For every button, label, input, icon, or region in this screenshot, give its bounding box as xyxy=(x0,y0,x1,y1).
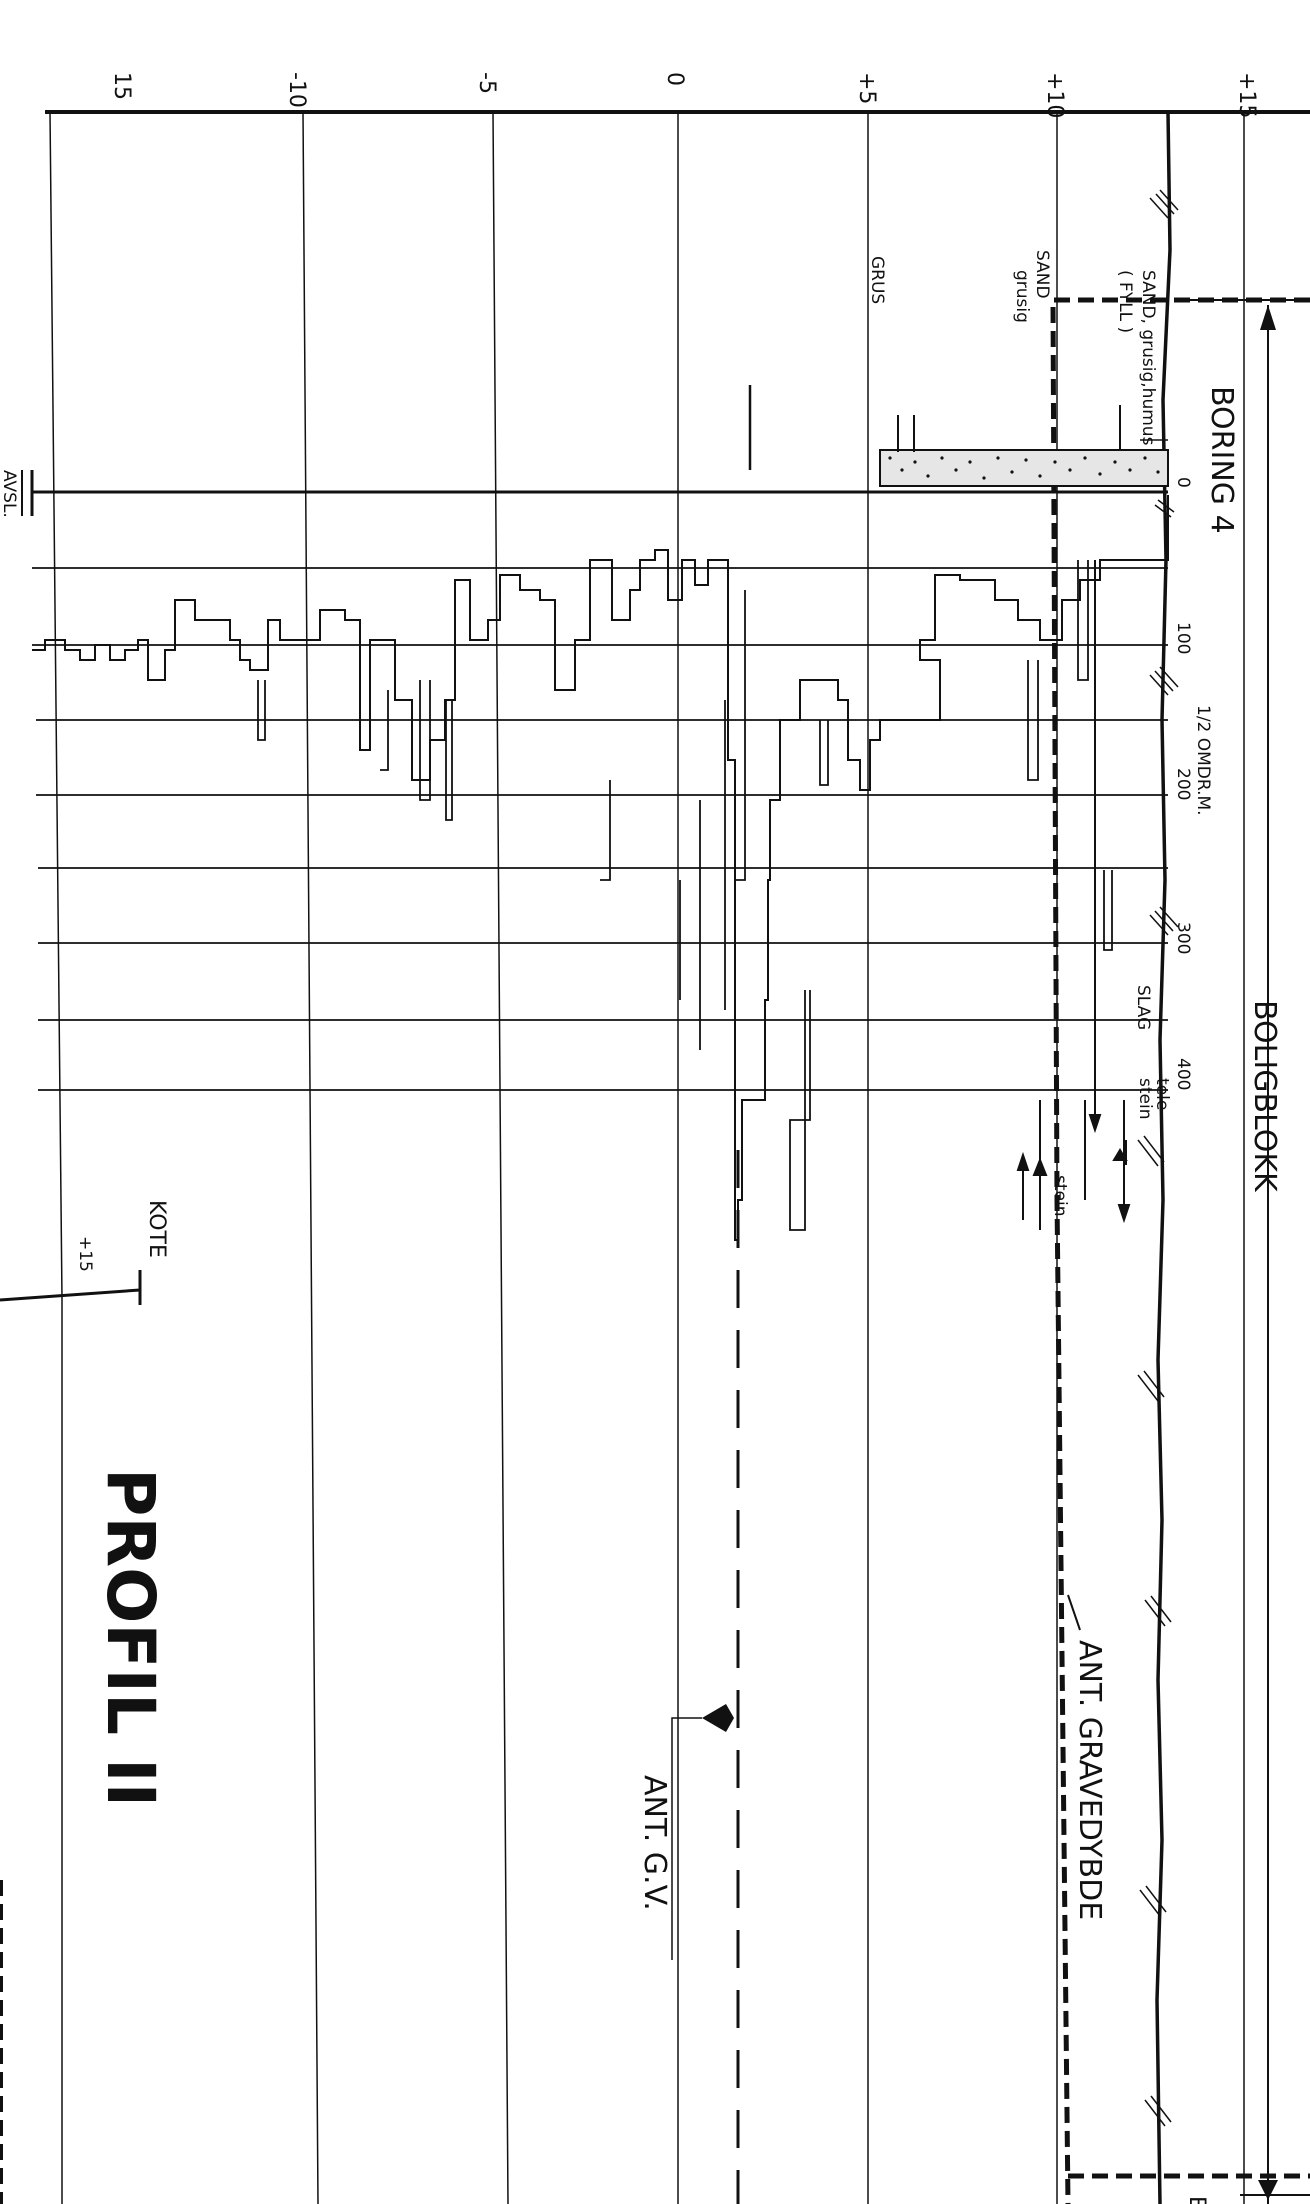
axis-tick: 200 xyxy=(1173,768,1193,800)
scale-tick-label: +5 xyxy=(854,72,879,104)
soil-label: stein xyxy=(1135,1078,1155,1119)
grid-line xyxy=(49,111,63,1301)
dig-depth-label: ANT. GRAVEDYBDE xyxy=(1072,1640,1107,1920)
kote-scale xyxy=(0,1270,142,2204)
soil-label: SAND, grusig,humus xyxy=(1138,270,1158,446)
terrain-line xyxy=(1155,111,1172,2204)
trace-spikes xyxy=(257,560,1113,1231)
soil-label: SLAG xyxy=(1133,985,1153,1030)
arrowhead-top xyxy=(1260,305,1276,330)
soil-label: tele xyxy=(1152,1078,1172,1110)
corner-letter: B xyxy=(1184,2196,1209,2204)
axis-label: 1/2 OMDR.M. xyxy=(1193,705,1213,816)
axis-tick: 400 xyxy=(1173,1058,1193,1090)
elevation-grid xyxy=(45,110,1310,2204)
stop-mark xyxy=(21,470,34,516)
boring-axis-lines xyxy=(32,490,1168,1091)
grid-line xyxy=(492,111,509,2204)
soil-label: grusig xyxy=(1012,270,1032,323)
dig-depth-leader xyxy=(1067,1594,1081,1631)
axis-tick: 0 xyxy=(1173,477,1193,488)
soil-label: stein xyxy=(1050,1175,1070,1216)
profile-title: PROFIL II xyxy=(92,1468,169,1807)
groundwater-marker xyxy=(702,1704,734,1732)
building-label: BOLIGBLOKK xyxy=(1247,1000,1282,1193)
elevation-scale: +15 +10 +5 0 -5 -10 15 xyxy=(109,72,1259,118)
arrowhead-bottom xyxy=(1258,2180,1278,2200)
groundwater-label: ANT. G.V. xyxy=(637,1775,672,1911)
kote-value: +15 xyxy=(75,1236,95,1272)
scale-tick-label: 15 xyxy=(109,72,134,100)
scale-tick-label: -5 xyxy=(474,72,499,94)
kote-label: KOTE xyxy=(144,1200,169,1258)
boring-title: BORING 4 xyxy=(1204,386,1239,534)
scale-tick-label: 0 xyxy=(662,72,687,86)
grid-line xyxy=(302,111,319,2204)
building-extent xyxy=(1190,299,1310,2204)
groundwater-line xyxy=(671,385,752,2204)
stop-label: AVSL. xyxy=(0,470,19,518)
soil-label: SAND xyxy=(1032,250,1052,299)
boring-resistance-trace xyxy=(32,495,1169,1241)
excavation-outline xyxy=(0,297,1310,2204)
scale-tick-label: -10 xyxy=(284,72,309,108)
soil-label: ( FYLL ) xyxy=(1115,270,1135,333)
soil-column xyxy=(879,405,1169,487)
soil-label: GRUS xyxy=(867,256,887,304)
axis-tick: 300 xyxy=(1173,922,1193,954)
surface-hatching xyxy=(1137,189,1179,2127)
axis-tick: 100 xyxy=(1173,622,1193,654)
bottom-arrows xyxy=(1016,560,1131,1230)
